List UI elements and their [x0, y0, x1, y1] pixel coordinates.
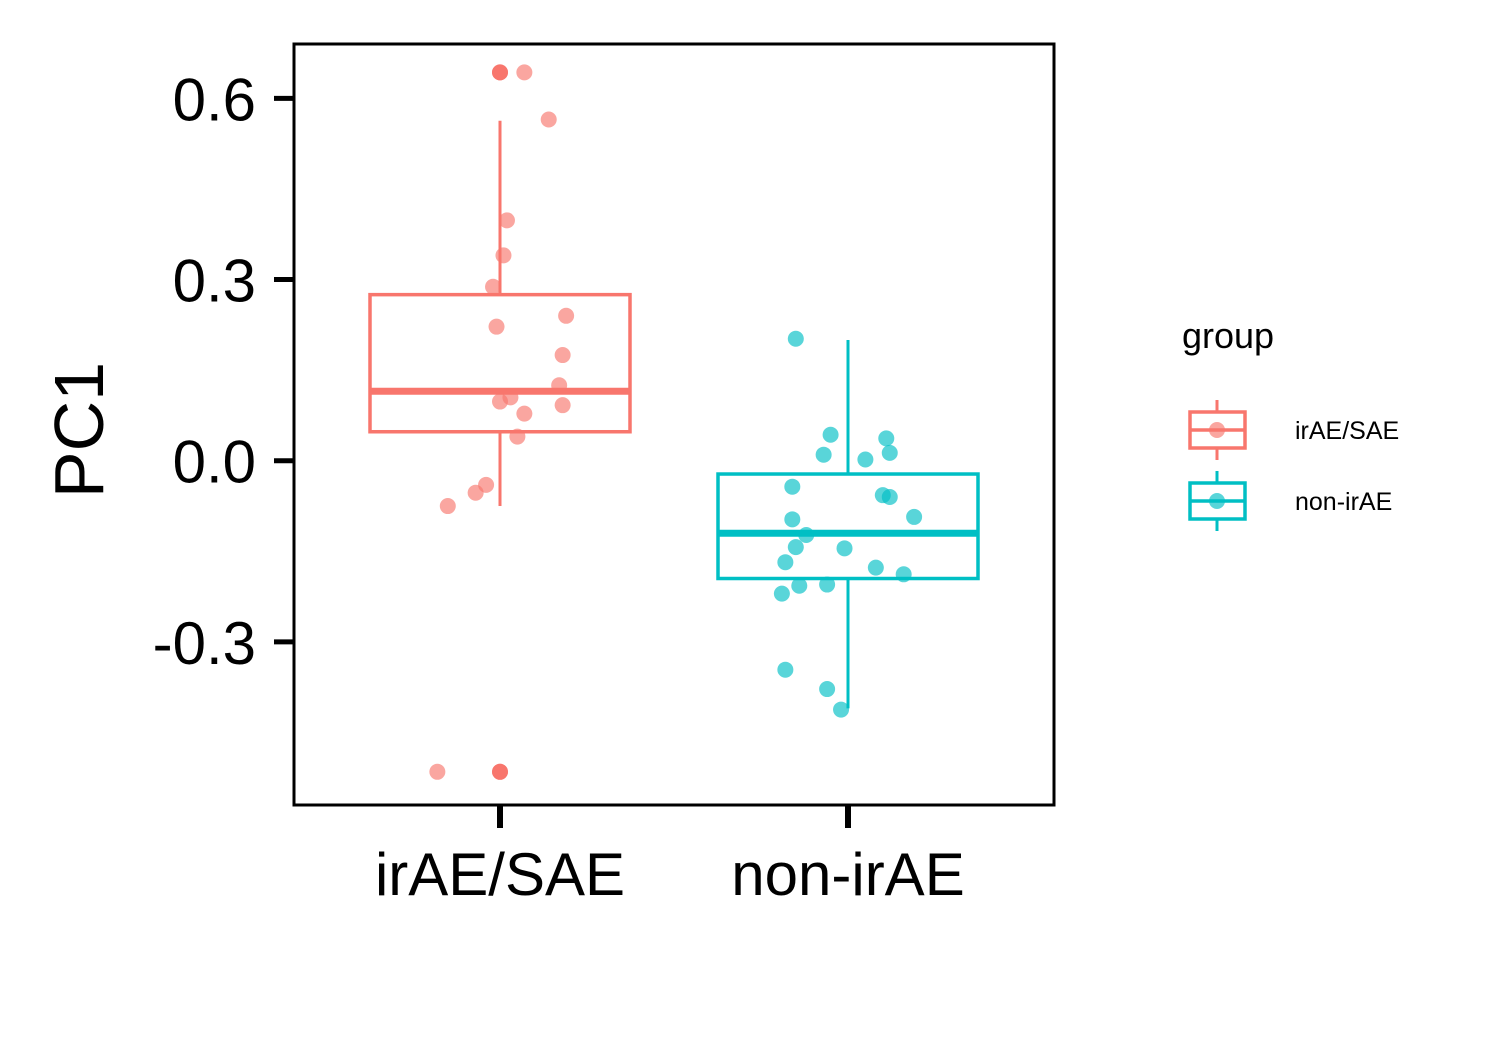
data-point	[906, 508, 923, 525]
data-point	[554, 347, 571, 364]
data-point	[784, 511, 801, 528]
box-iqr	[368, 292, 632, 434]
legend-entry: irAE/SAE	[1188, 400, 1399, 460]
legend-key-point	[1209, 422, 1225, 438]
data-point	[815, 446, 832, 463]
data-point	[878, 430, 895, 447]
y-tick-label: 0.3	[173, 248, 256, 315]
data-point	[881, 488, 898, 505]
data-point	[498, 212, 515, 229]
data-point	[516, 64, 533, 81]
data-point	[516, 405, 533, 422]
data-point	[881, 444, 898, 461]
data-point	[777, 554, 794, 571]
x-tick-label: non-irAE	[731, 841, 964, 908]
data-point	[485, 278, 502, 295]
data-point	[867, 559, 884, 576]
x-tick-label: irAE/SAE	[375, 841, 625, 908]
legend-title: group	[1182, 315, 1274, 356]
data-point	[429, 763, 446, 780]
data-point	[492, 763, 508, 780]
data-point	[895, 566, 912, 583]
legend-entries: irAE/SAE non-irAE	[1188, 400, 1399, 531]
data-point	[439, 498, 456, 515]
data-point	[558, 307, 575, 324]
legend-entry: non-irAE	[1188, 471, 1392, 531]
y-axis-title: PC1	[40, 362, 118, 498]
data-point	[777, 661, 794, 678]
y-tick-label: 0.0	[173, 429, 256, 496]
data-point	[509, 428, 526, 445]
data-point	[773, 585, 790, 602]
data-point	[787, 330, 804, 347]
legend-label: non-irAE	[1295, 488, 1392, 516]
legend: group irAE/SAE non-irAE	[1182, 315, 1399, 531]
y-axis: 0.6 0.3 0.0 -0.3	[153, 66, 294, 677]
data-point	[492, 393, 508, 410]
y-tick-label: -0.3	[153, 610, 256, 677]
data-point	[787, 539, 804, 556]
data-point	[551, 377, 568, 394]
data-point	[488, 318, 505, 335]
legend-key-point	[1209, 493, 1225, 509]
x-axis: irAE/SAE non-irAE	[375, 805, 965, 908]
data-point	[492, 64, 508, 81]
legend-label: irAE/SAE	[1295, 417, 1399, 445]
data-point	[822, 426, 839, 443]
plot-border	[292, 42, 1056, 807]
data-point	[784, 478, 801, 495]
data-point	[836, 540, 853, 557]
data-point	[798, 527, 815, 544]
points-layer	[429, 64, 923, 780]
data-point	[791, 577, 808, 594]
box-iqr	[716, 472, 980, 581]
data-point	[495, 247, 512, 264]
data-point	[833, 701, 850, 718]
data-point	[467, 484, 484, 501]
data-point	[554, 397, 571, 414]
data-point	[540, 111, 557, 128]
data-point	[819, 681, 836, 698]
data-point	[819, 576, 836, 593]
data-point	[857, 451, 874, 468]
plot-panel	[294, 44, 1054, 805]
y-tick-label: 0.6	[173, 66, 256, 133]
